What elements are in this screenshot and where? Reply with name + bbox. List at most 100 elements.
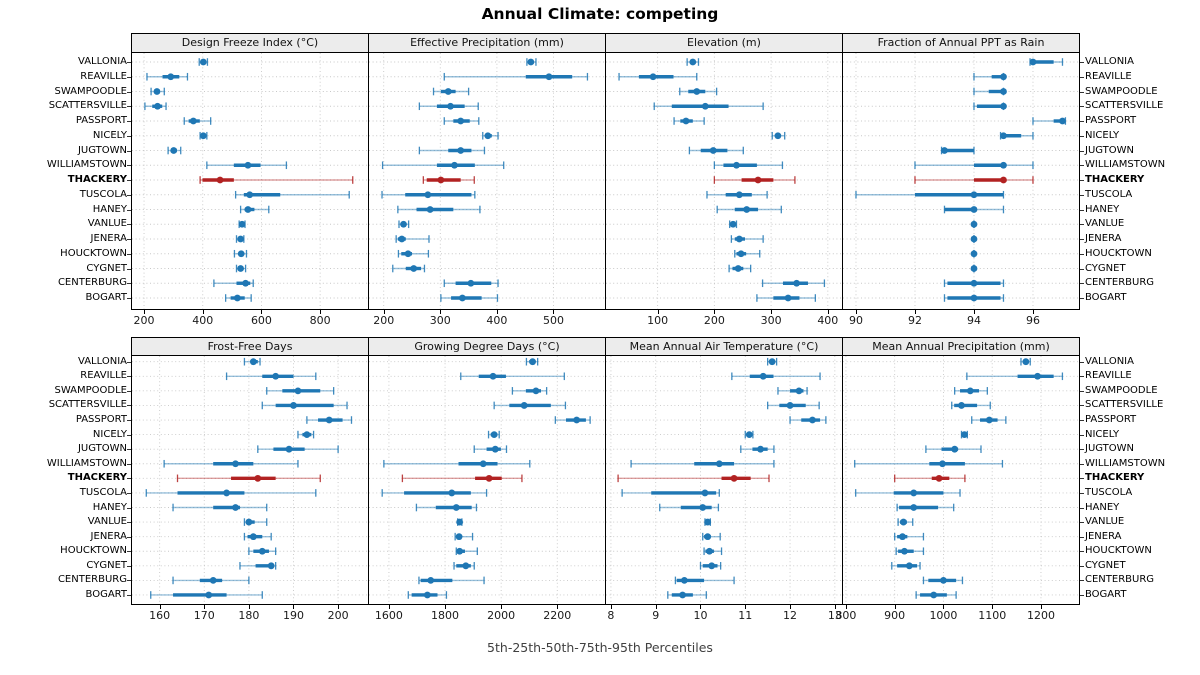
median-dot (527, 58, 535, 66)
series-row-haney (896, 503, 955, 512)
series-row-williamstown (163, 459, 299, 468)
axis-tick (657, 310, 659, 314)
series-row-scattersville (973, 102, 1007, 111)
axis-tick-label: 12 (783, 609, 798, 622)
median-dot (491, 445, 499, 453)
median-dot (784, 294, 792, 302)
category-label-left: HANEY (92, 203, 127, 215)
series-row-scattersville (951, 401, 991, 410)
category-tick (1080, 283, 1084, 285)
median-dot (1000, 102, 1007, 110)
median-dot (545, 73, 553, 81)
median-dot (484, 132, 492, 140)
axis-tick-label: 170 (193, 609, 215, 622)
series-row-vanlue (398, 220, 410, 229)
series-row-houcktown (397, 249, 430, 258)
axis-tick (144, 310, 146, 314)
median-dot (249, 533, 257, 541)
median-dot (939, 460, 946, 468)
median-dot (649, 73, 657, 81)
category-tick (1080, 165, 1084, 167)
median-dot (680, 577, 688, 584)
axis-tick-label: 400 (817, 314, 839, 327)
median-dot (199, 58, 207, 66)
series-row-bogart (943, 294, 1005, 302)
series-row-jenera (730, 235, 764, 243)
median-dot (467, 279, 475, 287)
series-row-williamstown (383, 459, 531, 468)
median-dot (940, 577, 947, 584)
median-dot (455, 533, 463, 541)
category-tick (127, 239, 131, 240)
category-tick (127, 121, 131, 122)
axis-tick-label: 90 (848, 314, 863, 327)
median-dot (294, 387, 302, 395)
series-row-tuscola (855, 489, 961, 497)
median-dot (290, 402, 297, 409)
axis-tick-label: 13 (827, 609, 842, 622)
median-dot (246, 191, 254, 199)
category-tick (127, 194, 131, 196)
series-row-houcktown (455, 547, 478, 556)
series-row-cygnet (239, 562, 277, 570)
category-tick (1080, 121, 1084, 122)
category-tick (127, 106, 131, 108)
series-row-nicely (487, 430, 500, 439)
series-row-centerburg (674, 576, 735, 585)
series-row-jugtown (740, 445, 775, 453)
category-tick (1080, 522, 1084, 524)
category-tick (127, 492, 131, 494)
median-dot (970, 191, 978, 199)
category-label-right: JENERA (1085, 233, 1122, 244)
median-dot (900, 518, 907, 526)
median-dot (901, 547, 908, 555)
series-row-swampoodle (150, 87, 165, 96)
axis-tick (496, 310, 498, 314)
median-dot (910, 504, 918, 511)
panel-header-mean-annual-air-temperature-c: Mean Annual Air Temperature (°C) (605, 337, 843, 356)
median-dot (437, 176, 445, 184)
series-row-scattersville (144, 102, 167, 111)
axis-tick (320, 310, 322, 314)
category-label-right: HOUCKTOWN (1085, 247, 1152, 259)
axis-tick (992, 605, 994, 609)
category-label-right: TUSCOLA (1085, 188, 1133, 200)
median-dot (242, 279, 249, 287)
median-dot (237, 250, 245, 258)
axis-tick (834, 605, 836, 609)
series-row-cygnet (970, 264, 978, 273)
series-row-vanlue (970, 220, 978, 229)
category-tick (1080, 492, 1084, 494)
series-row-centerburg (172, 576, 250, 585)
median-dot (970, 294, 978, 302)
median-dot (462, 562, 470, 570)
series-row-thackery (199, 176, 354, 184)
median-dot (699, 504, 707, 511)
category-label-left: BOGART (85, 292, 127, 303)
series-row-vanlue (704, 518, 712, 526)
axis-tick-label: 200 (133, 314, 155, 327)
series-row-swampoodle (432, 87, 470, 96)
series-row-cygnet (392, 264, 426, 273)
series-row-tuscola (621, 489, 720, 497)
median-dot (1000, 88, 1007, 95)
median-dot (689, 58, 697, 66)
category-tick (1080, 420, 1084, 422)
median-dot (730, 474, 738, 482)
series-row-centerburg (443, 279, 499, 288)
series-row-bogart (407, 591, 448, 599)
median-dot (1029, 58, 1037, 66)
series-row-reaville (966, 372, 1064, 381)
series-row-vanlue (238, 220, 246, 229)
series-row-swampoodle (954, 387, 988, 395)
median-dot (935, 474, 943, 482)
series-row-swampoodle (777, 387, 808, 395)
category-label-left: HOUCKTOWN (60, 545, 127, 557)
axis-tick (1032, 310, 1034, 314)
series-row-centerburg (418, 576, 485, 585)
series-row-vanlue (456, 518, 464, 526)
category-tick (1080, 507, 1084, 509)
median-dot (1059, 117, 1066, 125)
median-dot (966, 387, 974, 395)
median-dot (970, 235, 978, 243)
